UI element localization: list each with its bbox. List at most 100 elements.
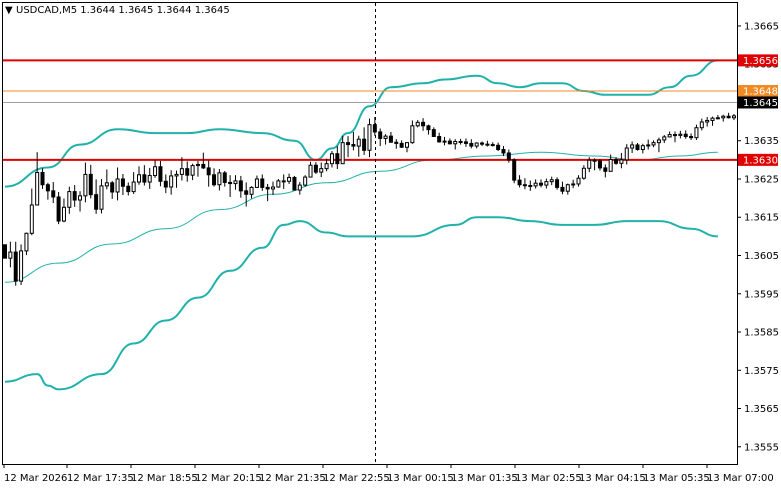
candle-body-bull (83, 173, 88, 197)
candle (528, 180, 533, 191)
candle-body-bull (630, 144, 635, 149)
candle-body-bull (678, 133, 683, 136)
candle-body-bull (297, 184, 302, 191)
candle (640, 143, 645, 154)
candle-body-bull (367, 124, 372, 151)
candle-body-bull (115, 178, 120, 193)
candle (244, 182, 249, 207)
candle-body-bear (362, 138, 367, 151)
candle (587, 157, 592, 173)
candle (351, 131, 356, 151)
candle (233, 175, 238, 190)
candle (614, 157, 619, 165)
candle-body-bear (431, 129, 436, 138)
candle-body-bear (142, 174, 147, 183)
candle (8, 241, 13, 268)
candle-body-bull (131, 181, 136, 193)
candle (624, 144, 629, 165)
candle (78, 191, 83, 212)
candle-body-bull (329, 153, 334, 165)
price-tick-label: 1.3565 (744, 404, 779, 415)
candle-body-bull (453, 140, 458, 145)
candle-body-bear (260, 178, 265, 188)
candle-body-bull (174, 173, 179, 177)
candle-body-bear (244, 190, 249, 195)
candle (303, 175, 308, 187)
candle (447, 138, 452, 145)
candle (163, 174, 168, 194)
candle (265, 183, 270, 202)
candle (61, 198, 66, 223)
candle-body-bull (319, 168, 324, 173)
candle-body-bull (61, 206, 66, 222)
candle-body-bull (271, 186, 275, 190)
candle (533, 179, 538, 189)
price-tick-label: 1.3575 (744, 366, 779, 377)
candle-body-bear (394, 141, 399, 144)
candle-body-bull (656, 139, 661, 144)
candle (367, 118, 372, 158)
candle-body-bear (399, 142, 404, 148)
lower-band-line (4, 216, 718, 391)
title-arrow-icon[interactable]: ▼ (5, 5, 13, 16)
candle (72, 185, 77, 207)
candle (469, 139, 474, 149)
candle (651, 140, 656, 148)
upper-band-line (4, 59, 719, 188)
candle (356, 135, 361, 157)
candle (45, 182, 50, 200)
level-label-box (738, 96, 778, 109)
candle-body-bull (571, 183, 576, 186)
candle (501, 146, 506, 157)
candle-body-bear (346, 142, 351, 146)
candle-body-bull (324, 163, 329, 170)
candle (485, 140, 490, 147)
chart-frame (2, 2, 738, 465)
candle (271, 181, 275, 196)
candle-body-bear (110, 182, 115, 193)
candle-body-bear (437, 136, 442, 143)
candle (635, 143, 640, 151)
candle-body-bear (45, 184, 50, 192)
candle-body-bull (383, 135, 388, 139)
price-tick-label: 1.3555 (744, 442, 779, 453)
candle (522, 178, 527, 190)
candle (147, 167, 152, 189)
candle-body-bull (581, 167, 586, 179)
candle-body-bull (340, 142, 345, 165)
candle-body-bear (185, 168, 190, 176)
candle (115, 167, 120, 201)
candle-body-bull (217, 172, 222, 186)
bollinger-bands (4, 59, 719, 391)
candle-body-bear (3, 244, 7, 259)
candle-body-bull (137, 174, 141, 183)
candle (437, 132, 442, 143)
candle-body-bull (415, 121, 420, 127)
level-label-box (738, 153, 778, 166)
candle-body-bear (506, 152, 511, 161)
candle (120, 174, 125, 196)
candle-body-bull (662, 136, 667, 141)
candle-body-bear (163, 180, 168, 188)
price-tick-label: 1.3635 (744, 136, 779, 147)
candle-body-bull (694, 127, 699, 139)
candle (506, 149, 511, 163)
candle-body-bull (35, 171, 40, 206)
candle-body-bull (169, 175, 174, 188)
candle (131, 172, 136, 194)
candle (174, 170, 179, 188)
candle (24, 232, 29, 256)
candle-body-bull (576, 177, 581, 185)
candle-body-bear (501, 149, 506, 154)
candle-body-bull (731, 115, 736, 119)
level-label-support: 1.3630 (738, 153, 778, 166)
candle (346, 136, 351, 158)
candle (458, 138, 463, 145)
candle (512, 158, 517, 184)
candle-body-bear (528, 184, 533, 187)
candle-body-bull (646, 144, 651, 147)
candle-body-bear (94, 194, 99, 210)
